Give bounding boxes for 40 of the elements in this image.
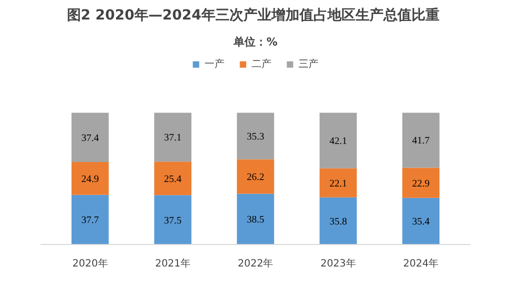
x-tick-label: 2023年	[320, 258, 356, 270]
bar	[236, 194, 274, 244]
bar	[402, 168, 440, 198]
data-label: 35.4	[412, 216, 430, 228]
data-label: 37.7	[81, 215, 99, 226]
bar	[154, 112, 192, 162]
bar	[320, 168, 357, 198]
x-tick-label: 2020年	[72, 258, 108, 270]
data-label: 41.7	[412, 136, 430, 147]
bar	[402, 112, 440, 168]
legend-label: 二产	[252, 58, 272, 71]
data-label: 26.2	[246, 172, 264, 184]
bar	[72, 194, 109, 244]
chart-subtitle: 单位：%	[232, 36, 278, 48]
bar	[72, 112, 109, 162]
x-tick-label: 2024年	[403, 258, 439, 270]
data-label: 24.9	[81, 174, 99, 185]
x-tick-label: 2021年	[155, 258, 191, 270]
bar	[154, 195, 192, 244]
bar	[154, 162, 192, 196]
data-label: 35.3	[246, 132, 264, 143]
data-label: 37.1	[164, 132, 182, 144]
legend-label: 一产	[204, 58, 224, 71]
bar	[236, 159, 274, 194]
bar	[320, 112, 357, 168]
chart-title: 图2 2020年—2024年三次产业增加值占地区生产总值比重	[66, 6, 440, 24]
data-label: 22.9	[412, 178, 430, 190]
bar	[402, 198, 440, 244]
x-tick-label: 2022年	[238, 258, 274, 270]
data-label: 37.4	[81, 132, 99, 144]
data-label: 35.8	[329, 216, 347, 228]
legend-label: 三产	[298, 58, 318, 71]
bar	[236, 112, 274, 160]
data-label: 25.4	[164, 174, 182, 185]
data-label: 37.5	[164, 215, 182, 226]
bar	[320, 197, 357, 244]
data-label: 42.1	[329, 136, 347, 148]
bar	[72, 162, 109, 195]
data-label: 38.5	[246, 214, 264, 226]
data-label: 22.1	[329, 178, 347, 190]
